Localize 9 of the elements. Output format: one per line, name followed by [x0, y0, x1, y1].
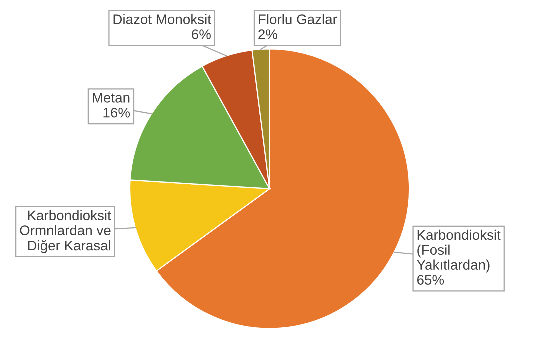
slice-label: Karbondioksit (Fosil Yakıtlardan): [417, 230, 501, 273]
slice-label: Metan: [93, 93, 130, 103]
data-label: 6%: [192, 30, 211, 40]
slice-label: Florlu Gazlar: [259, 14, 338, 24]
data-label: 65%: [417, 275, 444, 285]
slice-label: Karbondioksit Ormnlardan ve Diğer Karasal: [20, 210, 112, 254]
data-label: 16%: [104, 108, 130, 118]
slice-label: Diazot Monoksit: [114, 14, 212, 24]
data-label: 2%: [258, 30, 278, 40]
